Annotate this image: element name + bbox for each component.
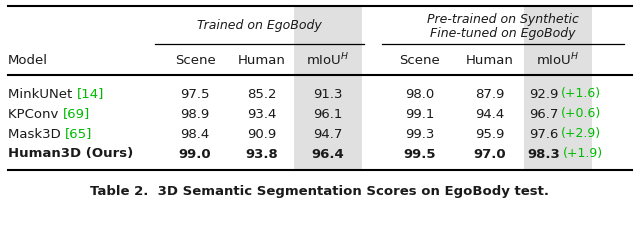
Text: 98.9: 98.9 <box>180 108 210 121</box>
Text: 97.0: 97.0 <box>474 148 506 161</box>
Text: 99.1: 99.1 <box>405 108 435 121</box>
Text: 94.4: 94.4 <box>476 108 504 121</box>
Text: 90.9: 90.9 <box>248 128 276 141</box>
Text: 99.5: 99.5 <box>404 148 436 161</box>
Text: 98.0: 98.0 <box>405 88 435 101</box>
Text: mIoU$^H$: mIoU$^H$ <box>307 52 349 68</box>
Text: Mask3D: Mask3D <box>8 128 65 141</box>
Text: 96.1: 96.1 <box>314 108 342 121</box>
Text: KPConv: KPConv <box>8 108 63 121</box>
Text: MinkUNet: MinkUNet <box>8 88 77 101</box>
Text: Human: Human <box>238 53 286 67</box>
Text: 87.9: 87.9 <box>476 88 505 101</box>
Text: Pre-trained on Synthetic: Pre-trained on Synthetic <box>427 13 579 27</box>
Text: Scene: Scene <box>175 53 216 67</box>
Text: 98.4: 98.4 <box>180 128 210 141</box>
Text: 98.3: 98.3 <box>527 148 561 161</box>
Text: 85.2: 85.2 <box>247 88 276 101</box>
Text: (+0.6): (+0.6) <box>561 108 601 121</box>
Text: 99.3: 99.3 <box>405 128 435 141</box>
Text: 96.7: 96.7 <box>529 108 559 121</box>
Text: Trained on EgoBody: Trained on EgoBody <box>197 20 322 32</box>
Text: 96.4: 96.4 <box>312 148 344 161</box>
Text: Table 2.  3D Semantic Segmentation Scores on EgoBody test.: Table 2. 3D Semantic Segmentation Scores… <box>90 185 550 199</box>
Text: [14]: [14] <box>77 88 104 101</box>
Text: 97.5: 97.5 <box>180 88 210 101</box>
Text: (+1.9): (+1.9) <box>563 148 602 161</box>
Bar <box>294 5 362 171</box>
Bar <box>524 5 592 171</box>
Text: 99.0: 99.0 <box>179 148 211 161</box>
Text: 97.6: 97.6 <box>529 128 559 141</box>
Text: Fine-tuned on EgoBody: Fine-tuned on EgoBody <box>430 28 576 41</box>
Text: 93.4: 93.4 <box>247 108 276 121</box>
Text: 91.3: 91.3 <box>313 88 343 101</box>
Text: [65]: [65] <box>65 128 92 141</box>
Text: Scene: Scene <box>399 53 440 67</box>
Text: Human3D (Ours): Human3D (Ours) <box>8 148 133 161</box>
Text: (+1.6): (+1.6) <box>561 88 601 101</box>
Text: 95.9: 95.9 <box>476 128 505 141</box>
Text: 93.8: 93.8 <box>246 148 278 161</box>
Text: [69]: [69] <box>63 108 90 121</box>
Text: 94.7: 94.7 <box>314 128 342 141</box>
Text: Human: Human <box>466 53 514 67</box>
Text: (+2.9): (+2.9) <box>561 128 601 141</box>
Text: Model: Model <box>8 53 48 67</box>
Text: 92.9: 92.9 <box>529 88 559 101</box>
Text: mIoU$^H$: mIoU$^H$ <box>536 52 580 68</box>
